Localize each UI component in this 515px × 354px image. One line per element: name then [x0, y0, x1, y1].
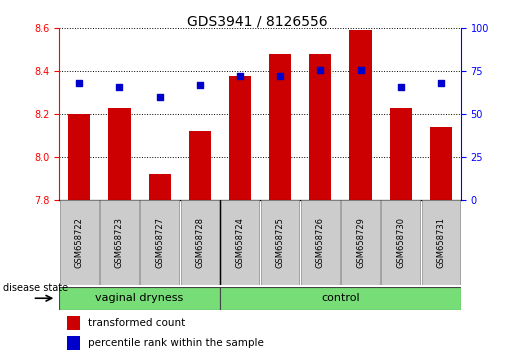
Point — [115, 84, 124, 90]
Bar — [341, 200, 380, 285]
Text: GSM658730: GSM658730 — [396, 217, 405, 268]
Bar — [67, 336, 80, 350]
Text: GSM658727: GSM658727 — [155, 217, 164, 268]
Bar — [220, 287, 461, 310]
Bar — [149, 174, 170, 200]
Point — [75, 80, 83, 86]
Text: GSM658729: GSM658729 — [356, 217, 365, 268]
Bar — [422, 200, 460, 285]
Bar — [390, 108, 411, 200]
Bar — [229, 75, 251, 200]
Point — [356, 67, 365, 72]
Text: vaginal dryness: vaginal dryness — [95, 293, 184, 303]
Bar — [59, 287, 220, 310]
Bar — [261, 200, 299, 285]
Bar — [100, 200, 139, 285]
Bar — [350, 30, 371, 200]
Bar — [310, 54, 331, 200]
Text: GDS3941 / 8126556: GDS3941 / 8126556 — [187, 14, 328, 28]
Bar — [189, 131, 211, 200]
Bar — [382, 200, 420, 285]
Point — [316, 67, 324, 72]
Bar — [221, 200, 259, 285]
Text: GSM658726: GSM658726 — [316, 217, 325, 268]
Bar — [301, 200, 339, 285]
Point — [397, 84, 405, 90]
Text: GSM658723: GSM658723 — [115, 217, 124, 268]
Bar — [181, 200, 219, 285]
Bar — [430, 127, 452, 200]
Text: GSM658728: GSM658728 — [195, 217, 204, 268]
Point — [156, 94, 164, 100]
Bar — [141, 200, 179, 285]
Bar — [269, 54, 291, 200]
Text: percentile rank within the sample: percentile rank within the sample — [88, 338, 264, 348]
Bar — [68, 114, 90, 200]
Text: transformed count: transformed count — [88, 318, 185, 328]
Point — [276, 74, 284, 79]
Point — [437, 80, 445, 86]
Text: GSM658725: GSM658725 — [276, 217, 285, 268]
Text: GSM658731: GSM658731 — [436, 217, 445, 268]
Bar — [67, 316, 80, 330]
Point — [196, 82, 204, 88]
Text: GSM658722: GSM658722 — [75, 217, 84, 268]
Text: control: control — [321, 293, 359, 303]
Bar — [60, 200, 98, 285]
Text: disease state: disease state — [3, 282, 67, 293]
Text: GSM658724: GSM658724 — [235, 217, 245, 268]
Point — [236, 74, 244, 79]
Bar — [109, 108, 130, 200]
